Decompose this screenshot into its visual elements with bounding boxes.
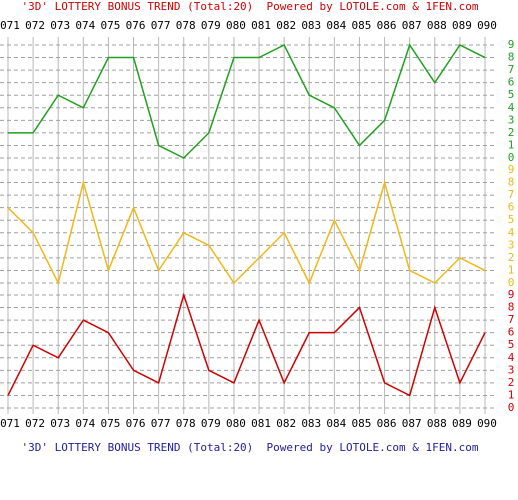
x-tick-label: 085 xyxy=(352,19,372,32)
y-tick-label: 4 xyxy=(508,226,515,239)
y-tick-label: 8 xyxy=(508,51,515,64)
y-tick-label: 6 xyxy=(508,201,515,214)
x-tick-label: 075 xyxy=(100,417,120,430)
chart-footer: '3D' LOTTERY BONUS TREND (Total:20) Powe… xyxy=(22,441,479,454)
x-tick-label: 083 xyxy=(301,19,321,32)
y-tick-label: 7 xyxy=(508,63,515,76)
x-tick-label: 083 xyxy=(301,417,321,430)
x-tick-label: 074 xyxy=(75,19,95,32)
x-tick-label: 071 xyxy=(0,417,20,430)
y-tick-label: 9 xyxy=(508,288,515,301)
chart-title: '3D' LOTTERY BONUS TREND (Total:20) Powe… xyxy=(22,0,479,13)
y-tick-label: 0 xyxy=(508,276,515,289)
x-tick-label: 081 xyxy=(251,417,271,430)
y-tick-label: 7 xyxy=(508,188,515,201)
y-tick-label: 4 xyxy=(508,351,515,364)
y-tick-label: 2 xyxy=(508,126,515,139)
y-tick-label: 9 xyxy=(508,163,515,176)
x-tick-label: 089 xyxy=(452,417,472,430)
series-line xyxy=(7,292,486,397)
x-tick-label: 076 xyxy=(126,417,146,430)
x-tick-label: 087 xyxy=(402,417,422,430)
y-tick-label: 7 xyxy=(508,313,515,326)
x-tick-label: 081 xyxy=(251,19,271,32)
x-tick-label: 090 xyxy=(477,19,497,32)
x-tick-label: 072 xyxy=(25,19,45,32)
y-tick-label: 5 xyxy=(508,213,515,226)
series-line xyxy=(7,179,486,286)
x-tick-label: 077 xyxy=(151,19,171,32)
y-tick-label: 5 xyxy=(508,88,515,101)
x-tick-label: 086 xyxy=(377,417,397,430)
x-tick-label: 088 xyxy=(427,19,447,32)
x-tick-label: 090 xyxy=(477,417,497,430)
y-tick-label: 1 xyxy=(508,388,515,401)
y-tick-label: 3 xyxy=(508,113,515,126)
x-tick-label: 077 xyxy=(151,417,171,430)
x-tick-label: 085 xyxy=(352,417,372,430)
y-tick-label: 0 xyxy=(508,401,515,414)
x-tick-label: 086 xyxy=(377,19,397,32)
x-tick-label: 080 xyxy=(226,417,246,430)
x-tick-label: 072 xyxy=(25,417,45,430)
x-tick-label: 073 xyxy=(50,19,70,32)
y-tick-label: 0 xyxy=(508,151,515,164)
x-tick-label: 074 xyxy=(75,417,95,430)
y-tick-label: 1 xyxy=(508,138,515,151)
y-tick-label: 6 xyxy=(508,326,515,339)
series-line xyxy=(8,43,486,159)
x-tick-label: 082 xyxy=(276,19,296,32)
x-tick-label: 084 xyxy=(326,19,346,32)
x-tick-label: 088 xyxy=(427,417,447,430)
y-tick-label: 4 xyxy=(508,101,515,114)
x-tick-label: 071 xyxy=(0,19,20,32)
x-tick-label: 073 xyxy=(50,417,70,430)
y-tick-label: 9 xyxy=(508,38,515,51)
x-tick-label: 078 xyxy=(176,19,196,32)
y-tick-label: 8 xyxy=(508,176,515,189)
y-tick-label: 3 xyxy=(508,363,515,376)
y-tick-label: 6 xyxy=(508,76,515,89)
x-tick-label: 082 xyxy=(276,417,296,430)
x-tick-label: 076 xyxy=(126,19,146,32)
x-tick-label: 080 xyxy=(226,19,246,32)
x-tick-label: 078 xyxy=(176,417,196,430)
x-tick-label: 089 xyxy=(452,19,472,32)
y-tick-label: 3 xyxy=(508,238,515,251)
x-tick-label: 079 xyxy=(201,19,221,32)
x-tick-label: 087 xyxy=(402,19,422,32)
x-tick-label: 075 xyxy=(100,19,120,32)
x-tick-label: 079 xyxy=(201,417,221,430)
x-tick-label: 084 xyxy=(326,417,346,430)
y-tick-label: 2 xyxy=(508,376,515,389)
y-tick-label: 1 xyxy=(508,263,515,276)
y-tick-label: 5 xyxy=(508,338,515,351)
y-tick-label: 2 xyxy=(508,251,515,264)
y-tick-label: 8 xyxy=(508,301,515,314)
